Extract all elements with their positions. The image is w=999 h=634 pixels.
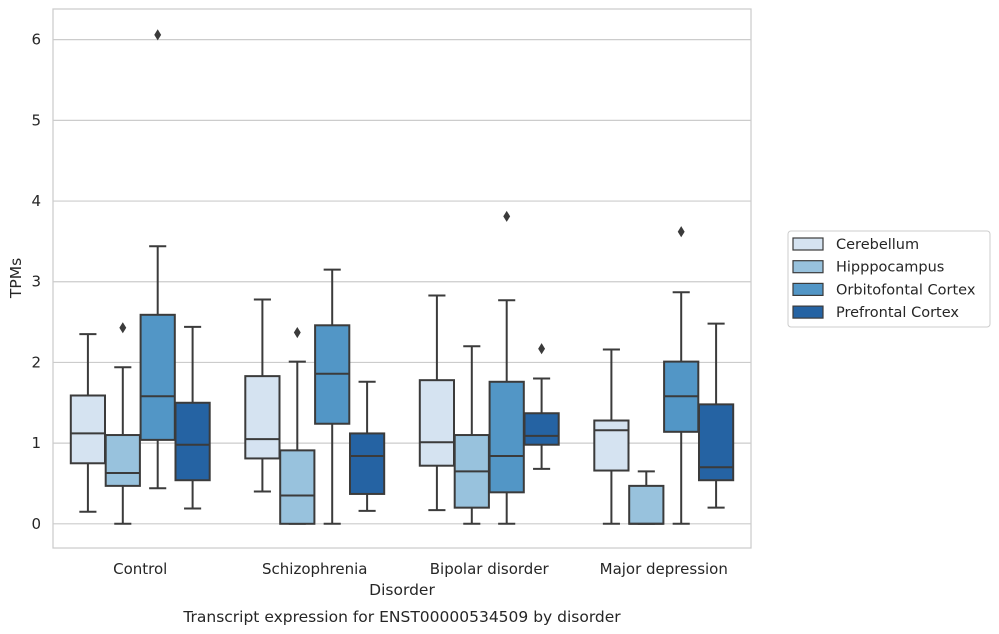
x-tick-label: Schizophrenia xyxy=(262,560,367,578)
box-group xyxy=(697,322,735,509)
box xyxy=(104,434,141,487)
legend-label: Prefrontal Cortex xyxy=(836,305,959,321)
box-group xyxy=(174,325,211,510)
box xyxy=(523,412,560,446)
x-tick-label: Major depression xyxy=(600,560,728,578)
y-tick-label: 5 xyxy=(31,111,41,129)
legend-swatch xyxy=(792,282,824,296)
legend: Cerebellum Hipppocampus Orbitofontal Corte… xyxy=(787,230,991,328)
box xyxy=(69,394,107,465)
outlier-point xyxy=(503,210,511,222)
box xyxy=(593,419,630,472)
box-group xyxy=(593,348,630,525)
y-axis-title: TPMs xyxy=(7,258,25,299)
y-tick-label: 2 xyxy=(31,353,41,371)
y-tick-labels: 0 1 2 3 4 5 6 xyxy=(31,31,41,533)
y-tick-label: 6 xyxy=(31,31,41,49)
x-tick-labels: Control Schizophrenia Bipolar disorder Majo… xyxy=(113,560,728,578)
y-tick-label: 1 xyxy=(31,434,41,452)
legend-swatch xyxy=(792,305,824,319)
legend-swatch xyxy=(792,237,824,251)
box-group xyxy=(663,226,700,525)
box xyxy=(697,403,735,482)
box xyxy=(139,313,176,441)
box-group xyxy=(488,210,525,525)
outlier-point xyxy=(293,327,301,339)
box xyxy=(418,379,456,467)
y-tick-label: 3 xyxy=(31,273,41,291)
box-group xyxy=(348,380,386,512)
y-tick-label: 0 xyxy=(31,515,41,533)
outlier-point xyxy=(154,29,162,41)
box-group xyxy=(244,298,281,493)
box-group xyxy=(453,345,490,525)
box-group xyxy=(139,29,176,490)
box-group xyxy=(104,322,141,525)
legend-label: Cerebellum xyxy=(836,237,919,253)
box xyxy=(244,375,281,460)
box-plots xyxy=(69,29,735,525)
box xyxy=(348,432,386,495)
box xyxy=(628,484,665,525)
y-tick-label: 4 xyxy=(31,192,41,210)
outlier-point xyxy=(538,343,546,355)
legend-label: Orbitofontal Cortex xyxy=(836,282,976,298)
box xyxy=(488,380,525,494)
box-group xyxy=(523,343,560,470)
box-group xyxy=(314,268,351,525)
legend-frame xyxy=(787,230,991,328)
x-tick-label: Bipolar disorder xyxy=(430,560,550,578)
chart-caption: Transcript expression for ENST0000053450… xyxy=(182,608,621,626)
legend-label: Hipppocampus xyxy=(836,260,944,276)
box-group xyxy=(628,470,665,525)
plot-frame xyxy=(52,8,752,549)
x-axis-title: Disorder xyxy=(369,581,435,599)
x-tick-label: Control xyxy=(113,560,167,578)
outlier-point xyxy=(677,226,685,238)
box-group xyxy=(69,333,107,513)
outlier-point xyxy=(119,322,127,334)
box-group xyxy=(279,327,316,525)
box xyxy=(174,401,211,482)
legend-swatch xyxy=(792,260,824,274)
box xyxy=(279,449,316,525)
box-group xyxy=(418,294,456,512)
